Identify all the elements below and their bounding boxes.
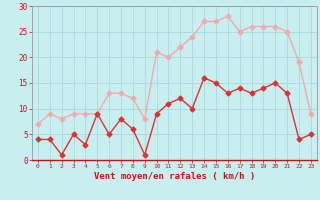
X-axis label: Vent moyen/en rafales ( km/h ): Vent moyen/en rafales ( km/h ): [94, 172, 255, 181]
